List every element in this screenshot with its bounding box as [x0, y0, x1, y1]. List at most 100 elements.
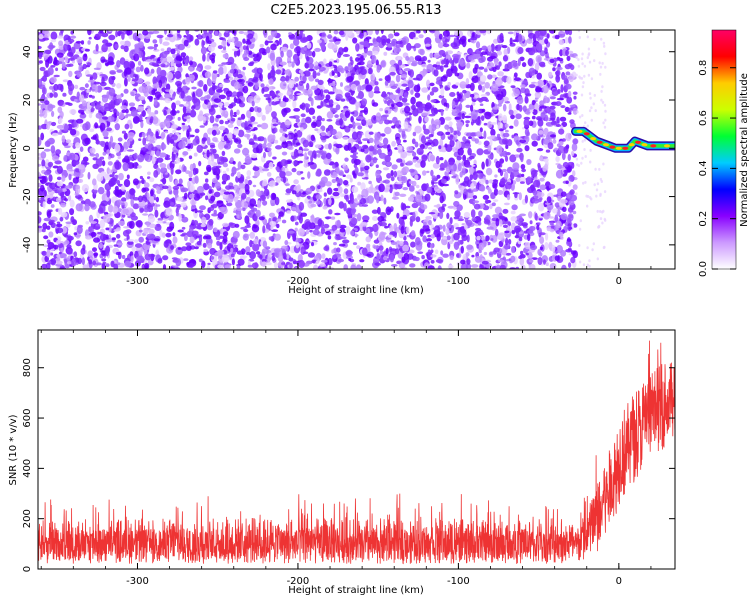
spectrogram-noise-dot — [421, 135, 426, 144]
spectrogram-noise-dot — [444, 39, 450, 43]
spectrogram-noise-dot — [569, 189, 575, 195]
spectrogram-noise-dot — [298, 259, 305, 269]
spectrogram-noise-dot — [86, 74, 93, 77]
spectrogram-noise-dot — [171, 102, 177, 111]
spectrogram-noise-dot — [208, 30, 214, 35]
spectrogram-noise-dot — [160, 48, 165, 52]
spectrogram-noise-dot — [149, 177, 155, 183]
spectrogram-noise-dot — [336, 219, 341, 229]
spectrogram-noise-dot — [189, 134, 195, 138]
spectrogram-noise-dot — [439, 195, 444, 204]
spectrogram-noise-dot — [518, 236, 523, 242]
spectrogram-noise-dot — [419, 48, 425, 56]
spectrogram-noise-dot — [414, 141, 419, 148]
spectrogram-noise-dot — [471, 101, 476, 106]
spectrogram-noise-dot — [261, 258, 267, 263]
spectrogram-noise-dot — [437, 42, 444, 49]
spectrogram-noise-dot — [344, 85, 351, 92]
spectrogram-noise-dot — [331, 249, 335, 254]
spectrogram-noise-dot — [526, 159, 532, 165]
spectrogram-noise-dot — [413, 37, 419, 40]
spectrogram-noise-dot — [75, 184, 81, 190]
spectrogram-noise-dot — [289, 36, 296, 40]
spectrogram-noise-dot — [107, 161, 113, 166]
spectrogram-noise-dot — [87, 40, 91, 45]
spectrogram-noise-dot — [389, 106, 396, 110]
spectrogram-noise-dot — [227, 56, 235, 65]
spectrogram-noise-dot — [140, 64, 144, 72]
spectrogram-noise-dot — [556, 220, 562, 229]
spectrogram-noise-dot — [210, 41, 217, 48]
spectrogram-noise-dot — [114, 43, 119, 49]
spectrogram-noise-dot — [51, 121, 57, 127]
spectrogram-noise-dot — [568, 73, 574, 83]
spectrogram-noise-dot — [418, 115, 422, 124]
spectrogram-noise-dot — [338, 30, 345, 36]
spectrogram-noise-dot — [135, 220, 143, 228]
spectrogram-noise-dot — [226, 167, 230, 172]
spectrogram-noise-dot — [460, 183, 465, 186]
spectrogram-noise-dot — [129, 220, 135, 229]
spectrogram-noise-dot — [48, 231, 54, 238]
spectrogram-noise-dot — [321, 118, 325, 122]
spectrogram-noise-dot — [296, 149, 303, 154]
spectrogram-noise-dot — [564, 30, 570, 35]
spectrogram-noise-dot — [92, 178, 97, 186]
spectrogram-noise-dot — [442, 30, 450, 37]
spectrogram-noise-dot — [476, 243, 480, 249]
spectrogram-noise-dot — [519, 213, 526, 217]
spectrogram-noise-dot — [333, 30, 339, 35]
spectrogram-noise-dot — [286, 253, 290, 260]
spectrogram-noise-dot — [75, 240, 82, 247]
spectrogram-noise-dot — [412, 211, 416, 220]
spectrogram-noise-dot — [209, 115, 215, 124]
spectrogram-noise-dot — [196, 144, 203, 153]
spectrogram-noise-dot — [384, 96, 391, 100]
spectrogram-noise-dot — [503, 171, 509, 180]
spectrogram-noise-dot — [99, 81, 107, 87]
spectrogram-noise-dot — [484, 82, 491, 89]
spectrogram-noise-dot — [572, 91, 578, 95]
spectrogram-noise-dot — [279, 136, 287, 142]
spectrogram-noise-dot — [119, 40, 125, 46]
spectrogram-noise-dot — [368, 43, 374, 46]
spectrogram-noise-dot — [188, 262, 194, 268]
spectrogram-noise-dot — [467, 147, 472, 156]
spectrogram-noise-dot — [231, 48, 239, 52]
spectrogram-noise-dot — [384, 225, 389, 229]
spectrogram-noise-dot — [76, 130, 80, 136]
spectrogram-noise-dot — [95, 158, 103, 167]
spectrogram-noise-dot — [333, 60, 337, 63]
spectrogram-noise-dot — [165, 83, 171, 91]
spectrogram-noise-dot — [407, 80, 414, 89]
spectrogram-noise-dot — [374, 86, 380, 94]
spectrogram-noise-dot — [316, 153, 321, 158]
spectrogram-noise-dot — [287, 145, 294, 151]
spectrogram-noise-dot — [113, 263, 119, 269]
spectrogram-noise-dot — [151, 63, 158, 66]
spectrogram-noise-dot — [154, 209, 159, 218]
spectrogram-noise-dot — [88, 112, 93, 119]
spectrogram-noise-dot — [284, 120, 292, 126]
spectrogram-noise-dot — [502, 96, 509, 102]
spectrogram-noise-dot — [556, 116, 560, 124]
spectrogram-noise-dot — [374, 81, 379, 86]
spectrogram-noise-dot — [138, 249, 143, 256]
spectrogram-noise-dot — [539, 177, 545, 182]
spectrogram-noise-dot — [453, 130, 457, 136]
spectrogram-noise-dot — [58, 40, 64, 47]
spectrogram-noise-dot — [349, 90, 356, 94]
spectrogram-noise-dot — [395, 44, 401, 48]
spectrogram-noise-dot — [147, 215, 155, 223]
spectrogram-noise-dot — [487, 52, 493, 55]
spectrogram-noise-dot — [125, 108, 129, 114]
spectrogram-noise-dot — [517, 58, 521, 67]
spectrogram-noise-dot — [172, 129, 176, 134]
spectrogram-noise-dot — [442, 224, 446, 232]
spectrogram-noise-dot — [538, 252, 543, 257]
spectrogram-noise-dot — [359, 197, 367, 205]
spectrogram-noise-dot — [223, 191, 230, 195]
spectrogram-noise-dot — [504, 63, 509, 71]
spectrogram-noise-dot — [38, 163, 42, 167]
spectrogram-noise-dot — [72, 177, 79, 184]
